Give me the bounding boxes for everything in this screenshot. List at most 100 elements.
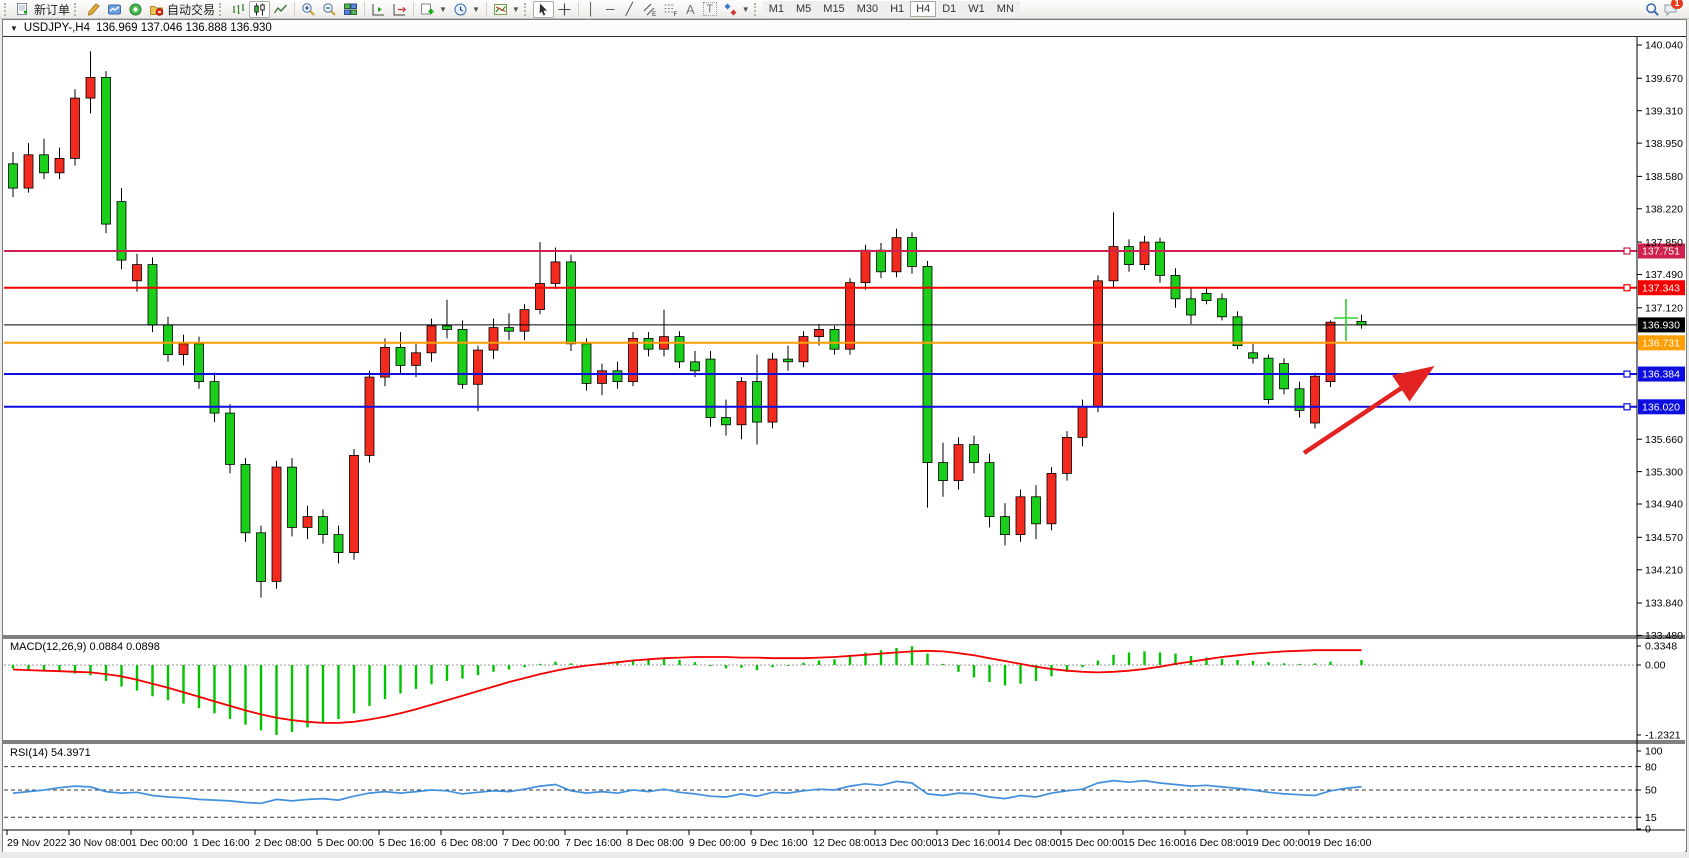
candle (876, 249, 886, 273)
macd-bar (817, 660, 821, 665)
zoom-out-icon (323, 2, 336, 16)
tf-button-M5[interactable]: M5 (790, 1, 818, 17)
crosshair-button[interactable] (554, 1, 575, 18)
candle (566, 261, 576, 345)
chart-canvas[interactable]: 137.751 137.343 136.930 136.731 136.384 136.0… (3, 37, 1685, 852)
price-badge-label: 136.020 (1642, 402, 1680, 414)
candle (1046, 472, 1057, 525)
time-label: 15 Dec 00:00 (1061, 837, 1124, 849)
macd-bar (1329, 661, 1332, 665)
tf-button-M1[interactable]: M1 (762, 1, 790, 17)
candle (736, 381, 747, 426)
candle (1356, 320, 1367, 326)
macd-bar (306, 665, 309, 728)
vertical-line-icon: │ (587, 1, 596, 16)
toolbar-separator (413, 2, 415, 16)
candle (85, 77, 96, 99)
vertical-line-button[interactable]: │ (582, 1, 601, 18)
candle (1248, 352, 1258, 359)
terminal-button[interactable] (104, 1, 125, 18)
toolbar-handle (523, 2, 530, 16)
indicators-button[interactable]: ▼ (490, 1, 523, 18)
tile-windows-icon (344, 3, 358, 15)
price-tick-label: 135.300 (1645, 466, 1683, 478)
line-chart-button[interactable] (270, 1, 291, 18)
new-chart-button[interactable]: ▼ (417, 1, 450, 18)
macd-bar (228, 665, 232, 719)
macd-bar (647, 659, 650, 665)
tf-button-MN[interactable]: MN (990, 1, 1020, 17)
candle (411, 352, 421, 366)
time-label: 13 Dec 00:00 (875, 837, 938, 849)
macd-bar (259, 665, 263, 731)
search-button[interactable] (1642, 1, 1663, 18)
tile-windows-button[interactable] (340, 1, 361, 18)
tf-button-H4[interactable]: H4 (910, 1, 937, 17)
macd-bar (58, 665, 61, 672)
candle (783, 358, 793, 363)
indicators-icon (493, 3, 507, 15)
time-label: 15 Dec 16:00 (1123, 837, 1186, 849)
chart-title: USDJPY-,H4 (23, 22, 90, 34)
periodicity-button[interactable]: ▼ (450, 1, 483, 18)
macd-tick-label: -1.2321 (1645, 730, 1681, 742)
price-tick-label: 134.210 (1645, 564, 1683, 576)
macd-bar (1220, 658, 1224, 665)
candle (504, 327, 514, 332)
trendline-button[interactable]: ╱ (620, 1, 639, 18)
metaeditor-button[interactable] (83, 1, 104, 18)
candle (302, 516, 313, 528)
text-button[interactable]: A (681, 1, 700, 18)
horizontal-line-button[interactable]: ─ (601, 1, 620, 18)
bar-chart-button[interactable] (228, 1, 249, 18)
new-chart-icon (421, 3, 434, 14)
time-label: 7 Dec 00:00 (503, 837, 560, 849)
cursor-button[interactable] (532, 0, 554, 18)
dropdown-caret-icon: ▼ (439, 4, 447, 14)
price-badge-label: 136.930 (1642, 320, 1680, 332)
chart-titlebar[interactable]: ▼ USDJPY-,H4 136.969 137.046 136.888 136… (3, 20, 1686, 37)
toolbar-separator (364, 2, 366, 16)
new-order-button[interactable]: 新订单 (13, 1, 73, 18)
tf-button-D1[interactable]: D1 (936, 1, 963, 17)
rsi-tick-label: 100 (1645, 746, 1663, 758)
fibonacci-button[interactable]: F (660, 1, 681, 18)
chart-shift-button[interactable] (368, 1, 389, 18)
candle (1217, 298, 1227, 318)
zoom-in-button[interactable] (298, 1, 319, 18)
rsi-tick-label: 80 (1645, 761, 1657, 773)
price-badge-label: 136.731 (1642, 338, 1680, 350)
trend-arrow-annotation[interactable] (1302, 366, 1435, 455)
equidistant-channel-button[interactable]: E (639, 1, 660, 18)
notification-badge: 1 (1670, 0, 1683, 9)
tf-button-M15[interactable]: M15 (817, 1, 851, 17)
macd-bar (1096, 660, 1100, 665)
candle (1279, 363, 1289, 390)
auto-scroll-icon (393, 3, 406, 15)
tf-button-W1[interactable]: W1 (962, 1, 991, 17)
candlestick-chart-button[interactable] (249, 0, 271, 18)
zoom-out-button[interactable] (319, 1, 340, 18)
candle (364, 376, 375, 456)
macd-bar (1298, 663, 1301, 665)
chart-ohlc: 136.969 137.046 136.888 136.930 (95, 22, 272, 34)
signals-button[interactable] (125, 1, 146, 18)
tf-button-H1[interactable]: H1 (884, 1, 911, 17)
time-label: 1 Dec 16:00 (193, 837, 250, 849)
candle (39, 154, 49, 174)
auto-trading-button[interactable]: 自动交易 (146, 1, 218, 18)
candle (8, 163, 18, 189)
text-icon: A (685, 1, 695, 17)
auto-scroll-button[interactable] (389, 1, 410, 18)
tf-button-M30[interactable]: M30 (850, 1, 885, 17)
macd-bar (352, 665, 356, 714)
candle (845, 282, 855, 350)
time-label: 1 Dec 00:00 (131, 837, 188, 849)
arrows-button[interactable]: ▼ (720, 1, 753, 18)
chat-button[interactable]: 1 (1663, 0, 1683, 17)
text-label-button[interactable]: T (700, 1, 720, 18)
macd-bar (1282, 663, 1286, 665)
macd-bar (972, 665, 976, 678)
macd-bar (445, 665, 449, 681)
candle (132, 264, 142, 282)
